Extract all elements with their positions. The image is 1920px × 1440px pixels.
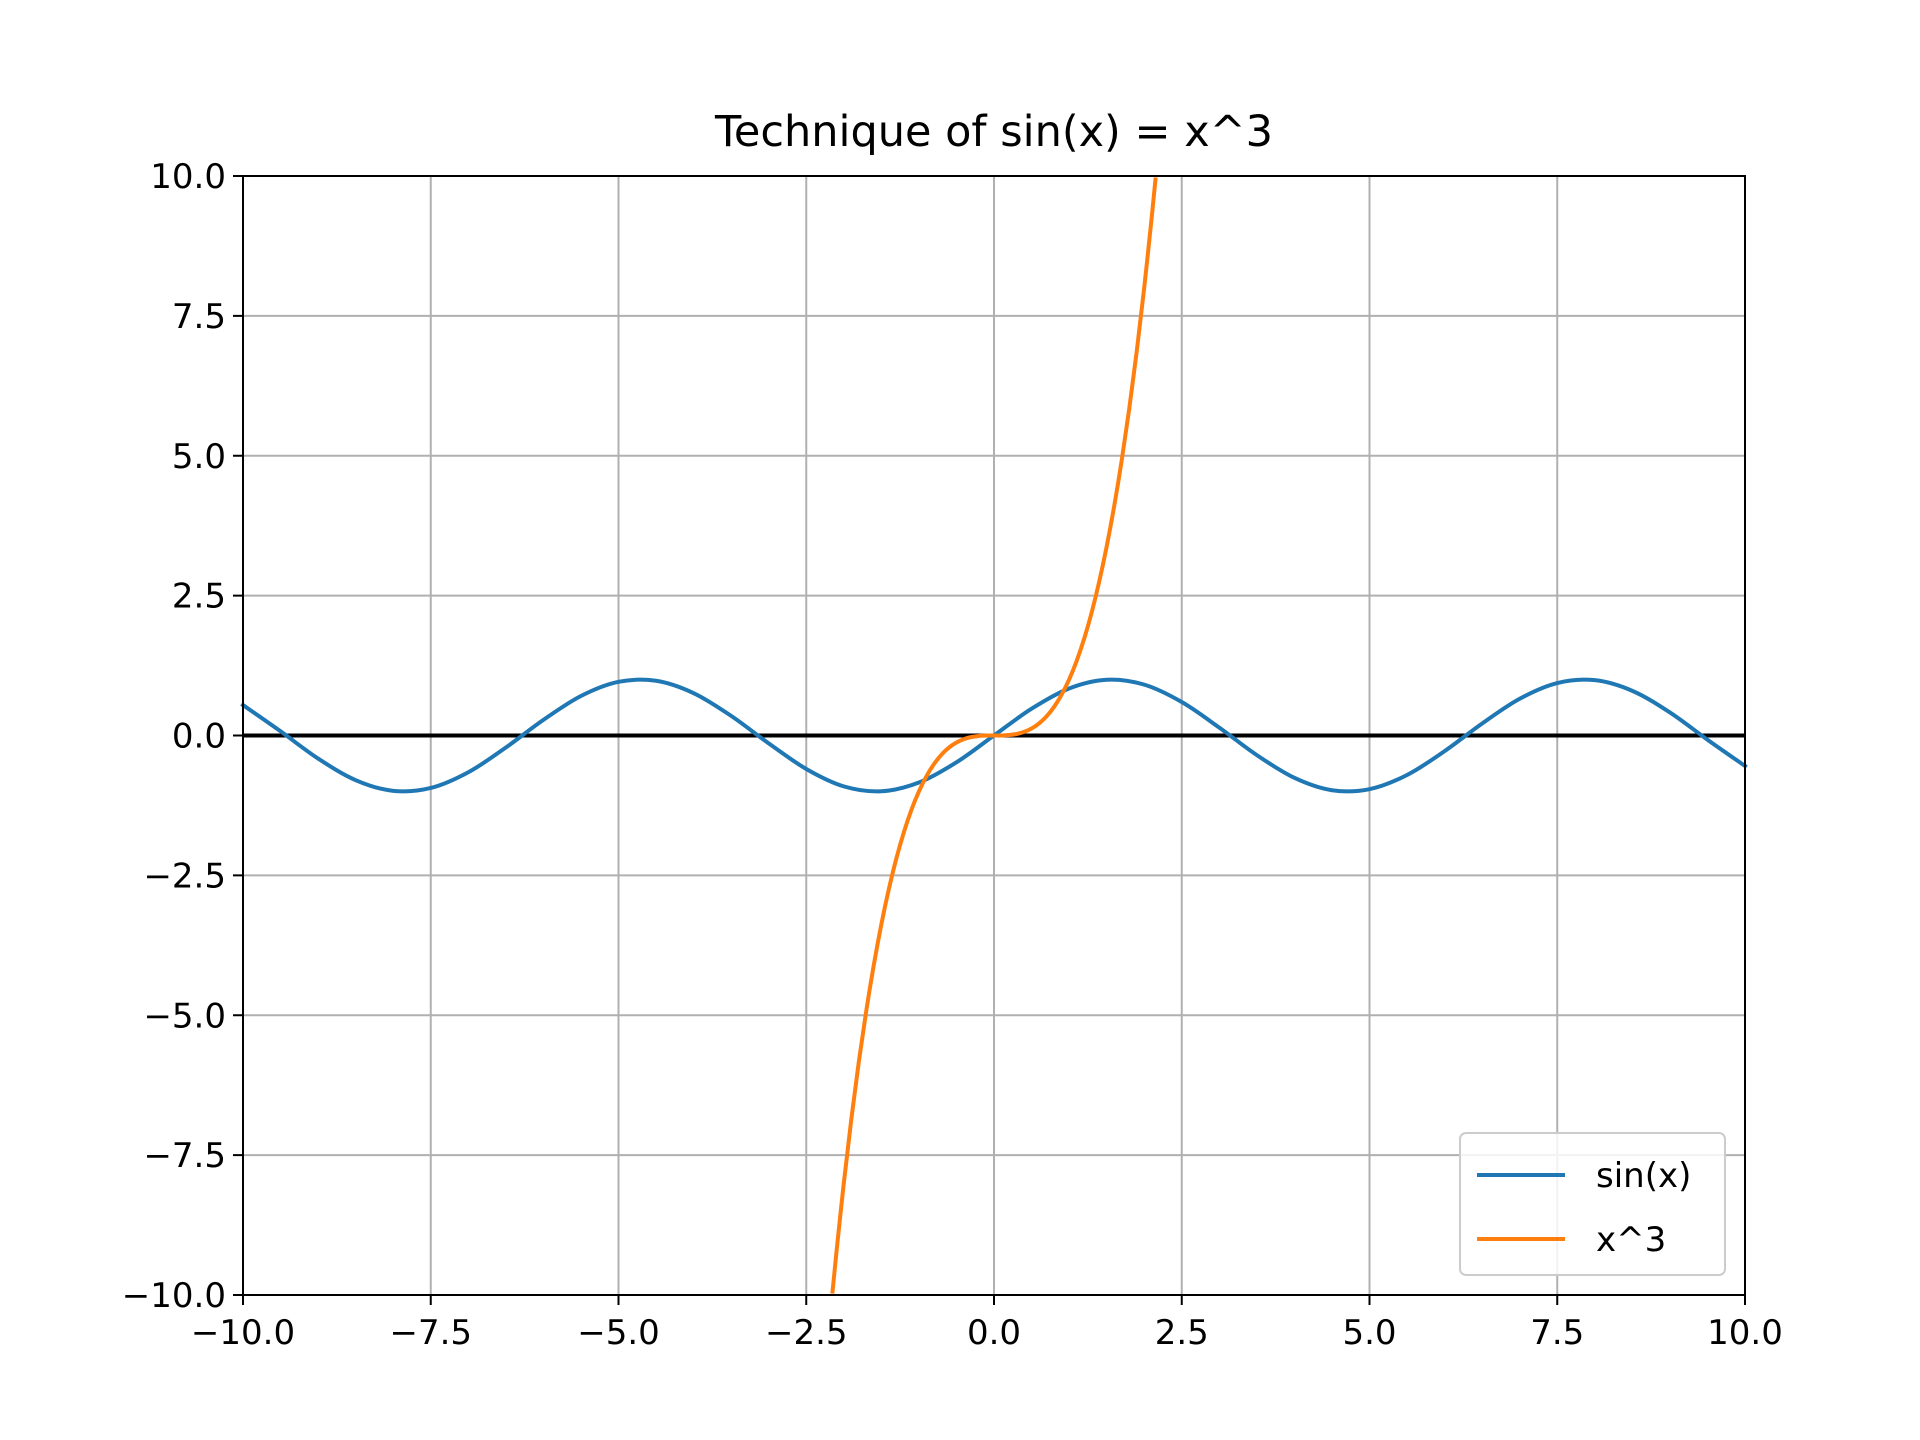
x-tick-label: −2.5 — [765, 1313, 848, 1353]
y-tick-label: −7.5 — [143, 1136, 226, 1176]
chart-title: Technique of sin(x) = x^3 — [714, 107, 1273, 157]
x-tick-label: −7.5 — [389, 1313, 472, 1353]
y-tick-label: 0.0 — [172, 717, 226, 757]
y-tick-label: −2.5 — [143, 856, 226, 896]
legend-label: x^3 — [1596, 1220, 1666, 1260]
legend-box — [1459, 1132, 1726, 1276]
x-tick-label: 2.5 — [1155, 1313, 1209, 1353]
x-tick-label: 7.5 — [1530, 1313, 1584, 1353]
x-tick-label: −10.0 — [191, 1313, 295, 1353]
y-tick-label: 5.0 — [172, 437, 226, 477]
y-tick-label: 2.5 — [172, 577, 226, 617]
y-tick-label: 10.0 — [150, 157, 226, 197]
axis-ticks: −10.0 −7.5 −5.0 −2.5 0.0 2.5 5.0 7.5 10.0 10.0 7.5… — [122, 157, 1783, 1353]
x-tick-label: 5.0 — [1342, 1313, 1396, 1353]
legend: sin(x) x^3 — [1459, 1132, 1726, 1276]
legend-label: sin(x) — [1596, 1156, 1691, 1196]
y-tick-label: 7.5 — [172, 297, 226, 337]
series-line-x-3 — [830, 177, 1158, 1294]
series-lines — [240, 177, 1748, 1294]
y-tick-label: −5.0 — [143, 996, 226, 1036]
x-tick-label: −5.0 — [577, 1313, 660, 1353]
y-tick-label: −10.0 — [122, 1276, 226, 1316]
x-tick-label: 0.0 — [967, 1313, 1021, 1353]
x-tick-label: 10.0 — [1707, 1313, 1783, 1353]
